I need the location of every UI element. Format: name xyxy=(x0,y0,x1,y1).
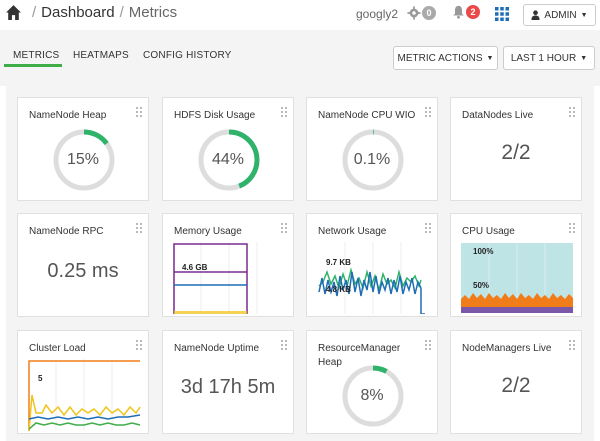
gauge xyxy=(342,129,404,191)
drag-handle-icon[interactable] xyxy=(425,340,431,350)
drag-handle-icon[interactable] xyxy=(569,107,575,117)
alerts-count-badge: 2 xyxy=(466,5,480,19)
widget-datanodes-live[interactable]: DataNodes Live 2/2 xyxy=(450,97,582,201)
chart-label: 5 xyxy=(38,374,43,383)
widget-value: 0.25 ms xyxy=(47,260,119,282)
widget-value: 8% xyxy=(360,387,384,404)
widget-title: DataNodes Live xyxy=(462,110,534,121)
chart-label: 9.7 KB xyxy=(326,258,351,267)
tab-config-history[interactable]: CONFIG HISTORY xyxy=(143,50,232,61)
cluster-load-chart xyxy=(28,359,141,431)
widget-namenode-uptime[interactable]: NameNode Uptime 3d 17h 5m xyxy=(162,330,294,434)
views-grid-icon[interactable] xyxy=(495,7,509,21)
widget-value: 2/2 xyxy=(501,374,531,397)
drag-handle-icon[interactable] xyxy=(136,223,142,233)
background-ops-button[interactable]: 0 xyxy=(407,6,436,20)
time-range-label: LAST 1 HOUR xyxy=(510,52,577,64)
time-range-dropdown[interactable]: LAST 1 HOUR ▼ xyxy=(503,46,595,70)
drag-handle-icon[interactable] xyxy=(136,340,142,350)
ops-count-badge: 0 xyxy=(422,6,436,20)
widget-value: 15% xyxy=(66,151,100,168)
metric-actions-dropdown[interactable]: METRIC ACTIONS ▼ xyxy=(393,46,498,70)
memory-usage-chart xyxy=(173,242,258,314)
chevron-down-icon: ▼ xyxy=(580,11,588,19)
widget-title: NameNode Heap xyxy=(29,110,107,121)
breadcrumb-separator: / xyxy=(32,4,37,21)
chart-label: 4.6 GB xyxy=(182,263,208,272)
widget-value: 2/2 xyxy=(501,141,531,164)
widgets-grid: NameNode Heap 15% HDFS Disk Usage 44% Na… xyxy=(6,86,594,441)
cluster-name: googly2 xyxy=(356,7,399,21)
widget-memory-usage[interactable]: Memory Usage 4.6 GB xyxy=(162,213,294,317)
drag-handle-icon[interactable] xyxy=(425,223,431,233)
widget-network-usage[interactable]: Network Usage 9.7 KB 4.8 KB xyxy=(306,213,438,317)
widget-title: ResourceManager Heap xyxy=(318,343,401,368)
widget-namenode-heap[interactable]: NameNode Heap 15% xyxy=(17,97,149,201)
drag-handle-icon[interactable] xyxy=(569,223,575,233)
widget-cpu-usage[interactable]: CPU Usage 100% 50% xyxy=(450,213,582,317)
widget-title: NodeManagers Live xyxy=(462,343,552,354)
tab-heatmaps[interactable]: HEATMAPS xyxy=(73,50,129,61)
chart-label: 4.8 KB xyxy=(326,285,351,294)
widget-title: NameNode CPU WIO xyxy=(318,110,416,121)
chart-label: 50% xyxy=(473,281,490,290)
drag-handle-icon[interactable] xyxy=(136,107,142,117)
widget-hdfs-disk-usage[interactable]: HDFS Disk Usage 44% xyxy=(162,97,294,201)
widget-namenode-cpu-wio[interactable]: NameNode CPU WIO 0.1% xyxy=(306,97,438,201)
admin-user-menu[interactable]: ADMIN ▼ xyxy=(523,4,596,26)
widget-cluster-load[interactable]: Cluster Load 5 xyxy=(17,330,149,434)
gauge xyxy=(53,129,115,191)
chevron-down-icon: ▼ xyxy=(486,54,494,62)
bell-icon xyxy=(453,5,464,19)
drag-handle-icon[interactable] xyxy=(281,340,287,350)
gauge xyxy=(198,129,260,191)
alerts-button[interactable]: 2 xyxy=(452,5,480,19)
widget-title: NameNode Uptime xyxy=(174,343,260,354)
widget-title: NameNode RPC xyxy=(29,226,104,237)
breadcrumb: / Dashboard / Metrics xyxy=(5,4,177,21)
widget-title: Cluster Load xyxy=(29,343,86,354)
drag-handle-icon[interactable] xyxy=(425,107,431,117)
widget-title: CPU Usage xyxy=(462,226,515,237)
gauge xyxy=(342,365,404,427)
widget-title: HDFS Disk Usage xyxy=(174,110,256,121)
top-bar: / Dashboard / Metrics googly2 0 2 xyxy=(0,0,600,30)
admin-label: ADMIN xyxy=(544,9,577,21)
user-icon xyxy=(531,10,540,20)
widget-value: 0.1% xyxy=(353,151,391,168)
network-usage-chart xyxy=(318,242,425,314)
cpu-usage-chart xyxy=(461,243,573,313)
breadcrumb-dashboard[interactable]: Dashboard xyxy=(41,4,115,21)
widget-title: Network Usage xyxy=(318,226,387,237)
breadcrumb-metrics: Metrics xyxy=(128,4,178,21)
tab-metrics[interactable]: METRICS xyxy=(13,50,60,61)
widget-title: Memory Usage xyxy=(174,226,242,237)
metric-actions-label: METRIC ACTIONS xyxy=(397,52,483,64)
tabs-toolbar xyxy=(0,30,600,86)
active-tab-indicator xyxy=(4,64,62,67)
widget-nodemanagers-live[interactable]: NodeManagers Live 2/2 xyxy=(450,330,582,434)
gears-icon xyxy=(407,6,421,20)
drag-handle-icon[interactable] xyxy=(569,340,575,350)
widget-value: 3d 17h 5m xyxy=(180,376,276,398)
chart-label: 100% xyxy=(473,247,494,256)
widget-value: 44% xyxy=(211,151,245,168)
home-icon[interactable] xyxy=(5,4,22,21)
drag-handle-icon[interactable] xyxy=(281,223,287,233)
breadcrumb-separator: / xyxy=(119,4,124,21)
widget-resourcemanager-heap[interactable]: ResourceManager Heap 8% xyxy=(306,330,438,434)
widget-namenode-rpc[interactable]: NameNode RPC 0.25 ms xyxy=(17,213,149,317)
drag-handle-icon[interactable] xyxy=(281,107,287,117)
chevron-down-icon: ▼ xyxy=(580,54,588,62)
